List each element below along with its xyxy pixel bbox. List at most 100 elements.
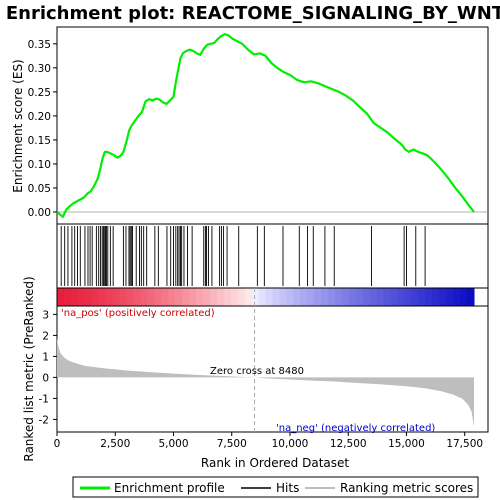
color-band-segment [314,288,322,306]
color-band-segment [425,288,433,306]
ranking-metric-area [57,337,474,427]
color-band-segment [446,288,454,306]
color-band-segment [202,288,211,306]
x-axis-label: Rank in Ordered Dataset [201,456,349,470]
color-band-segment [182,288,190,306]
color-band-segment [237,288,246,306]
color-band-segment [175,288,183,306]
color-band-segment [189,288,197,306]
metric-y-tick-label: 1 [42,351,49,363]
metric-y-tick-label: 2 [42,330,49,342]
color-band-segment [369,288,378,306]
metric-y-tick-label: -1 [39,393,49,405]
es-y-tick-label: 0.20 [28,111,51,123]
color-band-segment [293,288,301,306]
es-y-tick-label: 0.05 [28,183,51,195]
zero-cross-label: Zero cross at 8480 [210,366,304,377]
color-band-segment [70,288,79,306]
x-tick-label: 7,500 [217,438,247,450]
color-band-segment [418,288,426,306]
color-band-segment [355,288,364,306]
es-y-tick-label: 0.25 [28,87,51,99]
color-band-segment [133,288,141,306]
color-band-segment [411,288,419,306]
color-band-segment [258,288,267,306]
color-band-segment [335,288,343,306]
color-band-segment [348,288,357,306]
metric-y-tick-label: 3 [42,309,49,321]
color-band-segment [84,288,93,306]
color-band-segment [300,288,308,306]
es-y-tick-label: 0.35 [28,39,51,51]
x-tick-label: 17,500 [446,438,483,450]
color-band-segment [216,288,225,306]
color-band-segment [168,288,176,306]
legend-metric-label: Ranking metric scores [340,481,473,495]
color-band-segment [439,288,447,306]
color-band-segment [390,288,399,306]
x-tick-label: 2,500 [100,438,130,450]
color-band-segment [321,288,329,306]
color-band-segment [77,288,86,306]
color-band-segment [397,288,406,306]
color-band-segment [272,288,280,306]
color-band-segment [196,288,204,306]
y-axis-label-es: Enrichment score (ES) [11,59,25,192]
color-band-segment [244,288,253,306]
es-y-tick-label: 0.30 [28,63,51,75]
color-band-segment [383,288,392,306]
color-band-segment [460,288,468,306]
neg-correlated-label: 'na_neg' (negatively correlated) [276,423,435,434]
enrichment-profile-line [56,33,475,218]
chart-title: Enrichment plot: REACTOME_SIGNALING_BY_W… [6,3,500,24]
color-band-segment [112,288,121,306]
es-y-tick-label: 0.00 [28,207,51,219]
color-band-segment [307,288,315,306]
color-band-segment [57,288,65,306]
color-band-segment [286,288,294,306]
color-band-segment [404,288,412,306]
legend-profile-label: Enrichment profile [114,481,225,495]
legend-box [72,476,479,498]
es-y-tick-label: 0.15 [28,135,51,147]
legend: Enrichment profile Hits Ranking metric s… [72,476,479,498]
x-tick-label: 0 [54,438,61,450]
es-panel [56,26,489,225]
color-band-segment [362,288,371,306]
color-band-segment [161,288,169,306]
color-band-segment [251,288,260,306]
x-tick-label: 15,000 [388,438,425,450]
hits-panel [56,223,489,289]
color-band-segment [98,288,107,306]
color-band-segment [223,288,232,306]
color-band-segment [154,288,162,306]
x-tick-label: 12,500 [330,438,367,450]
color-band-segment [279,288,287,306]
color-band-segment [341,288,350,306]
es-y-tick-label: 0.10 [28,159,51,171]
metric-y-tick-label: -2 [39,414,49,426]
color-band-segment [119,288,128,306]
color-band-segment [126,288,134,306]
color-band-segment [265,288,273,306]
color-band-segment [432,288,440,306]
legend-hits-label: Hits [276,481,299,495]
color-band-segment [91,288,100,306]
color-band-segment [105,288,114,306]
color-band-segment [467,288,475,306]
metric-panel [56,305,489,433]
color-band-segment [328,288,336,306]
y-axis-label-metric: Ranked list metric (PreRanked) [22,276,36,461]
color-band-segment [140,288,148,306]
color-band-segment [376,288,385,306]
color-band-segment [230,288,239,306]
metric-y-tick-label: 0 [42,372,49,384]
color-band-segment [63,288,72,306]
color-band-segment [453,288,461,306]
rank-color-band [56,287,489,307]
pos-correlated-label: 'na_pos' (positively correlated) [61,308,215,319]
color-band-segment [209,288,218,306]
x-tick-label: 10,000 [272,438,309,450]
x-tick-label: 5,000 [158,438,188,450]
